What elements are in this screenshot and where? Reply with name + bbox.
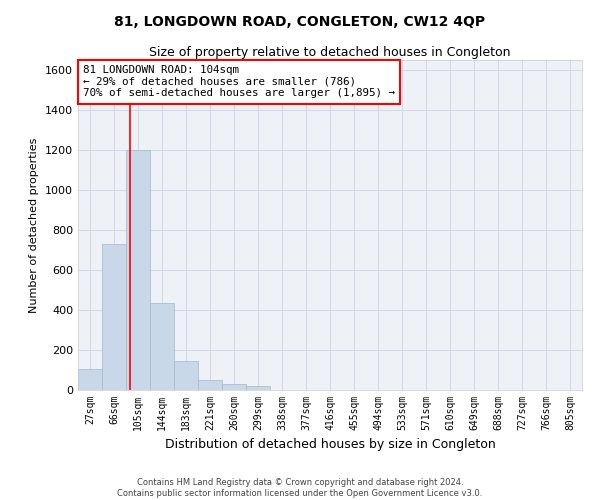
Bar	[174, 361, 198, 390]
Bar	[246, 386, 270, 390]
Bar	[198, 380, 222, 390]
Y-axis label: Number of detached properties: Number of detached properties	[29, 138, 40, 312]
Bar	[102, 244, 126, 390]
Bar	[222, 384, 246, 390]
Title: Size of property relative to detached houses in Congleton: Size of property relative to detached ho…	[149, 46, 511, 59]
Text: 81 LONGDOWN ROAD: 104sqm
← 29% of detached houses are smaller (786)
70% of semi-: 81 LONGDOWN ROAD: 104sqm ← 29% of detach…	[83, 65, 395, 98]
Bar	[78, 369, 102, 390]
Text: Contains HM Land Registry data © Crown copyright and database right 2024.
Contai: Contains HM Land Registry data © Crown c…	[118, 478, 482, 498]
Text: 81, LONGDOWN ROAD, CONGLETON, CW12 4QP: 81, LONGDOWN ROAD, CONGLETON, CW12 4QP	[115, 15, 485, 29]
Bar	[150, 303, 174, 390]
Bar	[126, 150, 150, 390]
X-axis label: Distribution of detached houses by size in Congleton: Distribution of detached houses by size …	[164, 438, 496, 452]
